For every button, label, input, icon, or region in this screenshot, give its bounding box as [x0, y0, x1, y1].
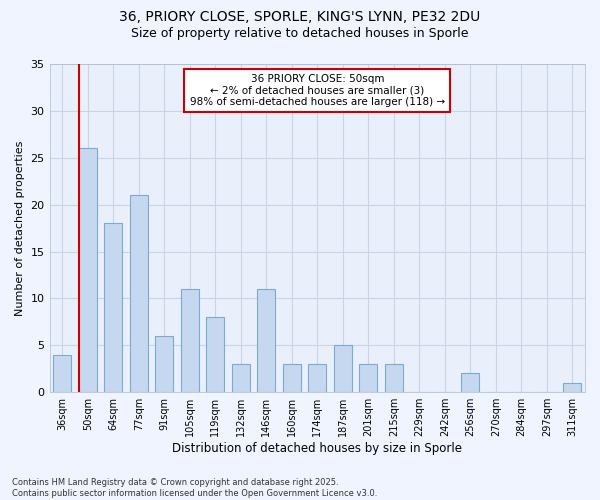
Bar [359, 364, 377, 392]
Bar [334, 346, 352, 392]
Bar [563, 383, 581, 392]
Bar [461, 374, 479, 392]
Bar [206, 317, 224, 392]
Text: 36, PRIORY CLOSE, SPORLE, KING'S LYNN, PE32 2DU: 36, PRIORY CLOSE, SPORLE, KING'S LYNN, P… [119, 10, 481, 24]
Bar [257, 289, 275, 392]
Bar [385, 364, 403, 392]
Bar [308, 364, 326, 392]
Bar [283, 364, 301, 392]
Text: Contains HM Land Registry data © Crown copyright and database right 2025.
Contai: Contains HM Land Registry data © Crown c… [12, 478, 377, 498]
Bar [130, 196, 148, 392]
X-axis label: Distribution of detached houses by size in Sporle: Distribution of detached houses by size … [172, 442, 462, 455]
Y-axis label: Number of detached properties: Number of detached properties [15, 140, 25, 316]
Text: 36 PRIORY CLOSE: 50sqm
← 2% of detached houses are smaller (3)
98% of semi-detac: 36 PRIORY CLOSE: 50sqm ← 2% of detached … [190, 74, 445, 107]
Bar [53, 354, 71, 392]
Bar [181, 289, 199, 392]
Text: Size of property relative to detached houses in Sporle: Size of property relative to detached ho… [131, 28, 469, 40]
Bar [155, 336, 173, 392]
Bar [104, 224, 122, 392]
Bar [232, 364, 250, 392]
Bar [79, 148, 97, 392]
